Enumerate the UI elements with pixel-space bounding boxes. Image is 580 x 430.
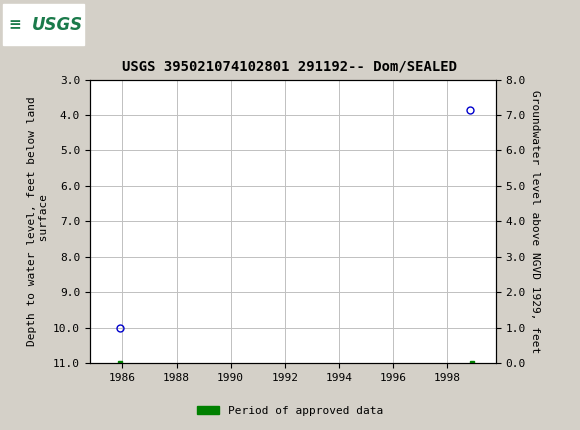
Y-axis label: Groundwater level above NGVD 1929, feet: Groundwater level above NGVD 1929, feet — [530, 90, 540, 353]
Text: ≡: ≡ — [9, 17, 21, 32]
Y-axis label: Depth to water level, feet below land
 surface: Depth to water level, feet below land su… — [27, 97, 49, 346]
FancyBboxPatch shape — [3, 4, 84, 46]
Text: USGS: USGS — [32, 16, 83, 34]
Text: USGS 395021074102801 291192-- Dom/SEALED: USGS 395021074102801 291192-- Dom/SEALED — [122, 59, 458, 73]
Legend: Period of approved data: Period of approved data — [193, 401, 387, 420]
